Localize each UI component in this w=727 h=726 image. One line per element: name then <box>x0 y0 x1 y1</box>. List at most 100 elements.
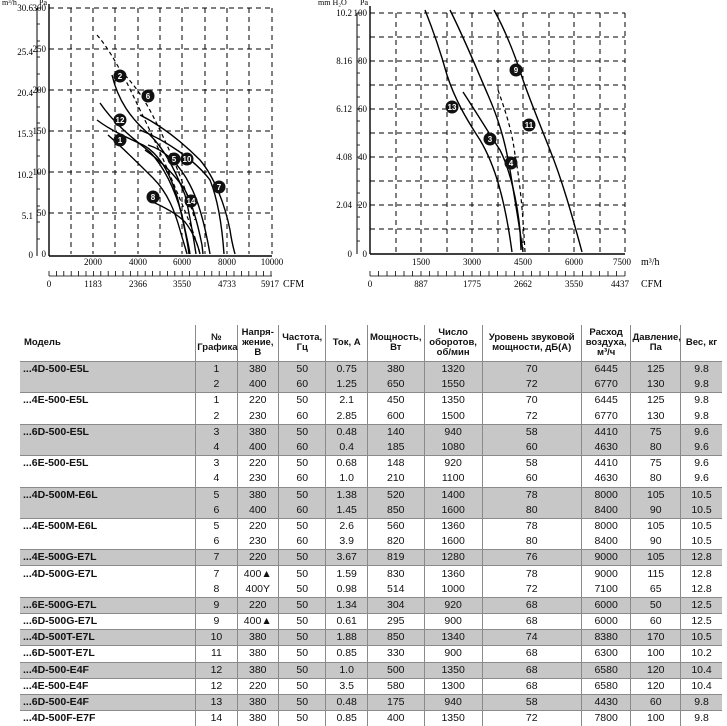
voltage-cell: 230 <box>237 534 278 550</box>
model-cell: ...4E-500-E5L <box>20 393 196 409</box>
frequency-cell: 50 <box>278 614 326 630</box>
weight-cell: 10.4 <box>681 678 722 694</box>
right-axis-tick: 150 <box>33 126 47 136</box>
left-axis-tick: 20.4 <box>17 88 33 98</box>
model-cell: ...6E-500-E5L <box>20 456 196 472</box>
pressure-cell: 65 <box>631 582 681 598</box>
model-cell <box>20 534 196 550</box>
voltage-cell: 220 <box>237 456 278 472</box>
voltage-cell: 400 <box>237 440 278 456</box>
sound-level-cell: 70 <box>482 362 581 378</box>
airflow-cell: 4410 <box>581 456 631 472</box>
weight-cell: 9.8 <box>681 711 722 726</box>
weight-cell: 10.5 <box>681 487 722 503</box>
weight-cell: 9.6 <box>681 456 722 472</box>
power-cell: 560 <box>367 518 424 534</box>
weight-cell: 12.5 <box>681 597 722 613</box>
current-cell: 1.88 <box>326 630 367 646</box>
current-cell: 0.85 <box>326 711 367 726</box>
x-cfm-tick: 2366 <box>129 279 148 289</box>
weight-cell: 9.8 <box>681 377 722 393</box>
sound-level-cell: 80 <box>482 534 581 550</box>
current-cell: 0.48 <box>326 694 367 710</box>
frequency-cell: 50 <box>278 487 326 503</box>
col-voltage-header: Напря-жение, В <box>237 325 278 362</box>
voltage-cell: 220 <box>237 597 278 613</box>
rpm-cell: 1360 <box>424 518 482 534</box>
current-cell: 0.48 <box>326 424 367 440</box>
frequency-cell: 50 <box>278 646 326 662</box>
pressure-cell: 170 <box>631 630 681 646</box>
col-airflow-header: Расход воздуха, м³/ч <box>581 325 631 362</box>
rpm-cell: 1100 <box>424 471 482 487</box>
graph-no-cell: 1 <box>196 362 237 378</box>
curve-number: 6 <box>146 92 151 101</box>
airflow-cell: 8000 <box>581 518 631 534</box>
right-chart-x-m3h-tick: 7500 <box>613 257 632 267</box>
curve-number: 8 <box>151 193 156 202</box>
model-cell <box>20 377 196 393</box>
frequency-cell: 50 <box>278 630 326 646</box>
sound-level-cell: 72 <box>482 409 581 425</box>
rpm-cell: 940 <box>424 694 482 710</box>
voltage-cell: 380 <box>237 424 278 440</box>
frequency-cell: 50 <box>278 694 326 710</box>
rpm-cell: 1340 <box>424 630 482 646</box>
power-cell: 175 <box>367 694 424 710</box>
model-cell: ...4E-500M-E6L <box>20 518 196 534</box>
pressure-cell: 90 <box>631 503 681 519</box>
col-power-header: Мощность, Вт <box>367 325 424 362</box>
power-cell: 850 <box>367 503 424 519</box>
rpm-cell: 1400 <box>424 487 482 503</box>
col-current-header: Ток, А <box>326 325 367 362</box>
right-chart-x-m3h-tick: 1500 <box>412 257 431 267</box>
sound-level-cell: 76 <box>482 550 581 566</box>
pressure-cell: 115 <box>631 566 681 582</box>
x-cfm-tick: 1183 <box>84 279 102 289</box>
x-cfm-tick: 3550 <box>173 279 192 289</box>
voltage-cell: 400Y <box>237 582 278 598</box>
right-chart-y-unit-mm: mm H₂O <box>318 0 347 7</box>
current-cell: 3.9 <box>326 534 367 550</box>
frequency-cell: 60 <box>278 471 326 487</box>
right-chart-right-tick: 20 <box>358 200 368 210</box>
graph-no-cell: 2 <box>196 409 237 425</box>
right-axis-tick: 0 <box>42 249 47 259</box>
left-axis-tick: 15.3 <box>17 129 33 139</box>
current-cell: 0.98 <box>326 582 367 598</box>
pressure-cell: 80 <box>631 471 681 487</box>
airflow-cell: 6000 <box>581 597 631 613</box>
model-cell <box>20 471 196 487</box>
graph-no-cell: 9 <box>196 614 237 630</box>
pressure-cell: 75 <box>631 456 681 472</box>
graph-no-cell: 9 <box>196 597 237 613</box>
weight-cell: 12.8 <box>681 582 722 598</box>
rpm-cell: 1600 <box>424 534 482 550</box>
pressure-cell: 100 <box>631 711 681 726</box>
model-cell: ...4D-500T-E7L <box>20 630 196 646</box>
power-cell: 500 <box>367 662 424 678</box>
graph-no-cell: 3 <box>196 424 237 440</box>
col-sound-level-header: Уровень звуковой мощности, дБ(А) <box>482 325 581 362</box>
graph-no-cell: 6 <box>196 503 237 519</box>
right-curves <box>425 10 582 252</box>
airflow-cell: 9000 <box>581 550 631 566</box>
sound-level-cell: 58 <box>482 424 581 440</box>
model-cell: ...6D-500T-E7L <box>20 646 196 662</box>
weight-cell: 12.5 <box>681 614 722 630</box>
current-cell: 2.6 <box>326 518 367 534</box>
sound-level-cell: 78 <box>482 487 581 503</box>
model-cell <box>20 440 196 456</box>
graph-no-cell: 4 <box>196 440 237 456</box>
right-chart-left-tick: 2.04 <box>336 200 352 210</box>
right-chart-x-unit-m3h: m³/h <box>641 257 660 268</box>
pressure-cell: 105 <box>631 550 681 566</box>
